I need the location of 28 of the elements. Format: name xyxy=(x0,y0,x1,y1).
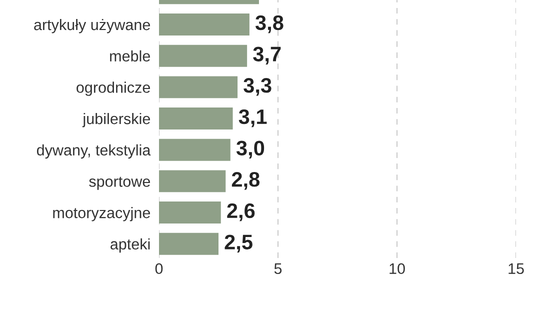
y-tick-label: ogrodnicze xyxy=(76,82,150,96)
bar xyxy=(159,170,226,192)
data-label: 3,0 xyxy=(236,140,264,158)
y-tick-label: meble xyxy=(110,50,150,62)
bar xyxy=(159,202,221,224)
bar xyxy=(159,14,250,36)
bar xyxy=(159,138,230,161)
bar xyxy=(159,76,238,98)
data-label: 2,6 xyxy=(227,203,255,222)
data-label: 3,1 xyxy=(238,109,267,128)
y-tick-label: motoryzacyjne xyxy=(53,206,150,222)
data-label: 3,7 xyxy=(253,46,281,64)
bar xyxy=(159,44,248,67)
bar xyxy=(159,232,218,255)
data-label: 3,8 xyxy=(255,15,284,34)
data-label: 2,8 xyxy=(232,172,260,190)
x-tick-label: 15 xyxy=(508,263,524,274)
y-tick-label: sportowe xyxy=(89,176,150,190)
x-tick-label: 10 xyxy=(390,263,405,274)
y-tick-label: apteki xyxy=(110,238,150,253)
data-label: 2,5 xyxy=(224,234,252,252)
y-tick-label: jubilerskie xyxy=(82,112,150,128)
y-tick-label: artykuły używane xyxy=(34,18,150,34)
x-tick-label: 5 xyxy=(274,263,282,274)
x-tick-label: 0 xyxy=(155,263,163,274)
y-tick-label: dywany, tekstylia xyxy=(36,144,151,159)
bar xyxy=(159,108,233,130)
data-label: 3,3 xyxy=(244,78,272,96)
